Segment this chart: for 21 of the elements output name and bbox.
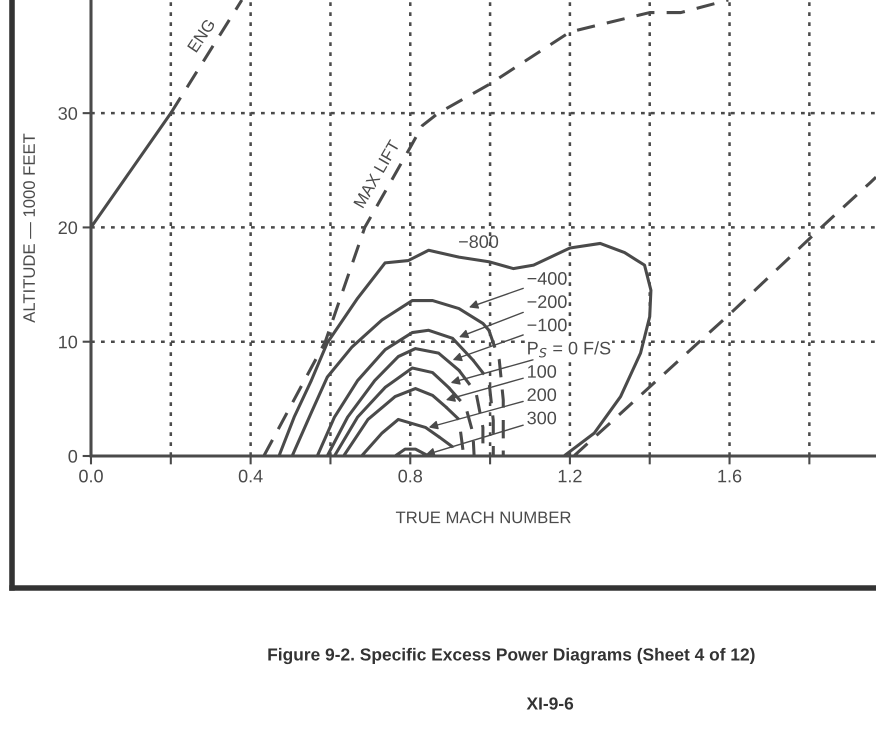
- x-axis-title: TRUE MACH NUMBER: [396, 511, 571, 524]
- x-tick-label: 0.0: [79, 470, 103, 482]
- x-tick-label: 0.8: [398, 470, 422, 482]
- x-tick-label: 1.6: [718, 470, 742, 482]
- annotation: 100: [528, 365, 556, 378]
- annotation: −400: [528, 272, 567, 285]
- y-axis-title: ALTITUDE — 1000 FEET: [23, 134, 35, 323]
- annotation: −100: [528, 318, 567, 332]
- x-tick-label: 0.4: [238, 470, 263, 482]
- y-tick-label: 20: [58, 221, 78, 234]
- caption: Figure 9-2. Specific Excess Power Diagrams (Sheet 4 of 12): [268, 648, 755, 664]
- x-tick-label: 1.2: [558, 470, 582, 482]
- text: XI-9-6: [526, 697, 574, 710]
- annotation: −200: [528, 295, 567, 308]
- y-tick-label: 0: [68, 450, 78, 463]
- annotation: P$_{S}$ = 0 F/S: [528, 341, 610, 358]
- annotation: −800: [459, 235, 498, 248]
- annotation: 200: [528, 388, 556, 402]
- annotation: 300: [527, 412, 556, 424]
- y-tick-label: 30: [58, 107, 78, 120]
- y-tick-label: 10: [59, 336, 78, 348]
